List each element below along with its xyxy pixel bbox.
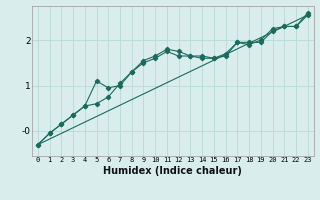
X-axis label: Humidex (Indice chaleur): Humidex (Indice chaleur): [103, 166, 242, 176]
